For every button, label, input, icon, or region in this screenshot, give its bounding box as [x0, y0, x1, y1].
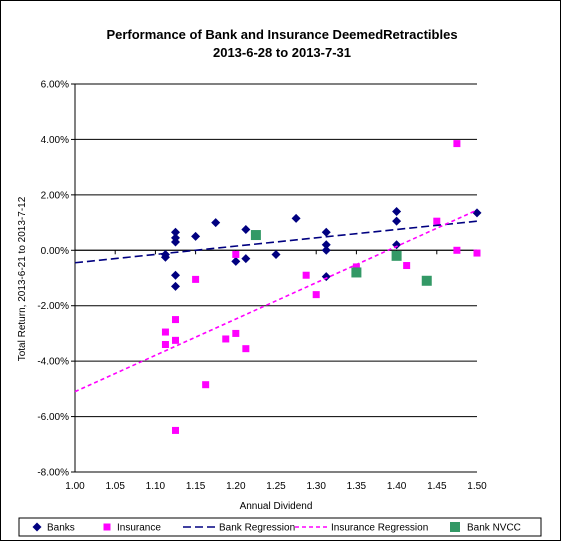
- x-tick-label: 1.05: [105, 481, 125, 492]
- series: [74, 140, 482, 434]
- data-point: [321, 245, 331, 255]
- legend-label: Banks: [47, 523, 75, 534]
- x-tick-label: 1.10: [146, 481, 166, 492]
- data-point: [242, 345, 250, 353]
- data-point: [231, 256, 241, 266]
- data-point: [433, 217, 441, 225]
- legend-label: Bank NVCC: [467, 523, 521, 534]
- y-axis-label: Total Return, 2013-6-21 to 2013-7-12: [17, 196, 28, 361]
- legend-label: Insurance: [117, 523, 161, 534]
- data-point: [312, 291, 320, 299]
- legend-swatch: [103, 523, 111, 531]
- data-point: [161, 328, 169, 336]
- axes: [71, 83, 478, 473]
- x-tick-label: 1.45: [427, 481, 447, 492]
- y-tick-label: 2.00%: [41, 190, 69, 201]
- y-tick-label: -4.00%: [37, 357, 69, 368]
- legend-item-bank-nvcc: Bank NVCC: [450, 522, 521, 534]
- legend-item-insurance: Insurance: [103, 523, 161, 534]
- data-point: [392, 216, 402, 226]
- data-point: [192, 275, 200, 283]
- x-tick-label: 1.35: [347, 481, 367, 492]
- y-tick-label: 6.00%: [41, 80, 69, 91]
- data-point: [321, 240, 331, 250]
- data-point: [211, 218, 221, 228]
- chart-title-line1: Performance of Bank and Insurance Deemed…: [106, 27, 457, 42]
- data-point: [321, 227, 331, 237]
- x-tick-label: 1.25: [266, 481, 286, 492]
- data-point: [453, 246, 461, 254]
- data-point: [421, 275, 432, 286]
- data-point: [241, 225, 251, 234]
- data-point: [472, 208, 482, 218]
- data-point: [453, 140, 461, 148]
- data-point: [171, 281, 180, 291]
- x-tick-label: 1.50: [467, 481, 487, 492]
- x-tick-label: 1.15: [186, 481, 206, 492]
- data-point: [172, 426, 179, 434]
- y-tick-label: 0.00%: [41, 246, 69, 257]
- series-bank-nvcc: [250, 230, 432, 286]
- y-tick-label: -8.00%: [37, 468, 69, 479]
- regression-line-insurance-regression: [74, 209, 478, 393]
- data-point: [351, 267, 362, 278]
- data-point: [172, 336, 179, 344]
- chart-title-line2: 2013-6-28 to 2013-7-31: [213, 45, 351, 60]
- data-point: [171, 270, 180, 280]
- x-axis-label: Annual Dividend: [240, 501, 313, 512]
- data-point: [171, 227, 180, 237]
- x-tick-labels: 1.00 1.05 1.10 1.15 1.20 1.25 1.30 1.35 1.40 1.45…: [65, 481, 487, 492]
- data-point: [250, 230, 261, 241]
- legend-item-banks: Banks: [32, 522, 75, 534]
- x-tick-label: 1.00: [65, 481, 85, 492]
- regression-line-bank-regression: [74, 220, 478, 264]
- series-insurance: [161, 140, 481, 434]
- x-tick-label: 1.40: [387, 481, 407, 492]
- x-tick-label: 1.20: [226, 481, 246, 492]
- data-point: [171, 237, 180, 247]
- data-point: [321, 272, 331, 282]
- x-tick-label: 1.30: [306, 481, 326, 492]
- data-point: [222, 335, 230, 343]
- gridlines: [75, 83, 477, 473]
- legend: Banks Insurance Bank Regression Insurance R…: [18, 517, 542, 537]
- data-point: [191, 231, 201, 241]
- data-point: [160, 249, 170, 259]
- legend-swatch: [32, 522, 42, 532]
- data-point: [302, 271, 310, 279]
- legend-box: [18, 517, 542, 537]
- legend-item-insurance-regression: Insurance Regression: [295, 523, 428, 534]
- legend-item-bank-regression: Bank Regression: [183, 523, 295, 534]
- data-point: [352, 263, 360, 271]
- data-point: [392, 206, 402, 216]
- y-tick-label: -6.00%: [37, 412, 69, 423]
- data-point: [232, 250, 240, 258]
- data-point: [403, 262, 411, 270]
- data-point: [271, 249, 281, 259]
- data-point: [172, 316, 179, 324]
- legend-label: Bank Regression: [219, 523, 295, 534]
- data-point: [241, 254, 251, 264]
- data-point: [473, 249, 481, 257]
- y-tick-labels: -8.00% -6.00% -4.00% -2.00% 0.00% 2.00% 4.00% 6…: [37, 80, 69, 479]
- data-point: [392, 240, 402, 250]
- y-tick-label: -2.00%: [37, 301, 69, 312]
- data-point: [391, 250, 402, 261]
- legend-label: Insurance Regression: [331, 523, 428, 534]
- series-banks: [160, 206, 482, 291]
- data-point: [161, 341, 169, 349]
- legend-swatch: [450, 522, 460, 532]
- data-point: [232, 329, 240, 337]
- data-point: [202, 381, 210, 389]
- data-point: [291, 213, 301, 223]
- y-tick-label: 4.00%: [41, 135, 69, 146]
